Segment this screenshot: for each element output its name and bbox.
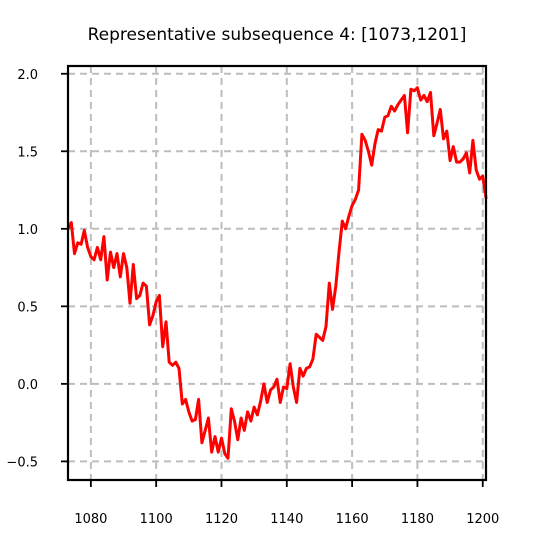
- y-tick-label: 0.5: [17, 300, 38, 315]
- x-tick-label: 1080: [74, 512, 107, 527]
- series-line: [66, 86, 488, 460]
- grid-layer: [68, 66, 486, 480]
- y-tick-label: 1.0: [17, 223, 38, 238]
- x-tick-label: 1160: [336, 512, 369, 527]
- x-tick-label: 1120: [205, 512, 238, 527]
- chart-title: Representative subsequence 4: [1073,1201…: [88, 25, 467, 45]
- y-tick-label: −0.5: [6, 455, 38, 470]
- x-tick-label: 1100: [140, 512, 173, 527]
- x-tick-label: 1200: [466, 512, 499, 527]
- y-tick-label: 1.5: [17, 145, 38, 160]
- tick-layer: 1080 1100 1120 1140 1160 1180 1200 −0.5 0.0 0.5 1.…: [6, 68, 499, 527]
- plot-frame: [66, 64, 488, 482]
- series-layer: [66, 86, 488, 460]
- y-tick-label: 0.0: [17, 378, 38, 393]
- y-tick-label: 2.0: [17, 68, 38, 83]
- x-tick-label: 1180: [401, 512, 434, 527]
- x-tick-label: 1140: [270, 512, 303, 527]
